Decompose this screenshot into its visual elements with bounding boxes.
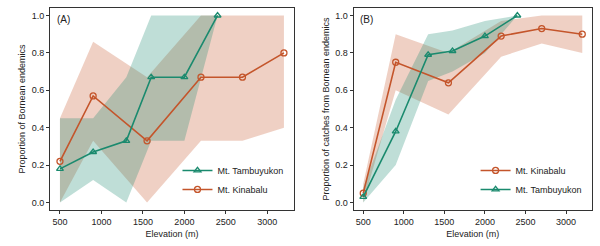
svg-text:Mt. Kinabalu: Mt. Kinabalu xyxy=(217,185,267,195)
svg-text:1500: 1500 xyxy=(133,217,153,227)
svg-text:0.8: 0.8 xyxy=(335,48,348,58)
svg-text:0.2: 0.2 xyxy=(335,160,348,170)
svg-text:Mt. Kinabalu: Mt. Kinabalu xyxy=(516,166,566,176)
svg-text:Mt. Tambuyukon: Mt. Tambuyukon xyxy=(516,185,582,195)
svg-text:0.6: 0.6 xyxy=(335,85,348,95)
svg-text:500: 500 xyxy=(356,217,371,227)
svg-text:500: 500 xyxy=(52,217,67,227)
svg-text:3000: 3000 xyxy=(556,217,576,227)
svg-text:0.8: 0.8 xyxy=(32,48,45,58)
svg-text:Elevation (m): Elevation (m) xyxy=(145,229,198,239)
svg-text:(B): (B) xyxy=(360,14,373,25)
svg-text:2500: 2500 xyxy=(216,217,236,227)
svg-text:0.2: 0.2 xyxy=(32,160,45,170)
svg-text:2500: 2500 xyxy=(515,217,535,227)
svg-text:Proportion of Bornean endemics: Proportion of Bornean endemics xyxy=(17,44,27,174)
svg-text:0.4: 0.4 xyxy=(32,123,45,133)
svg-text:1.0: 1.0 xyxy=(335,11,348,21)
svg-text:Elevation (m): Elevation (m) xyxy=(446,229,499,239)
svg-text:0.0: 0.0 xyxy=(335,198,348,208)
svg-text:Mt. Tambuyukon: Mt. Tambuyukon xyxy=(217,166,283,176)
svg-text:0.6: 0.6 xyxy=(32,85,45,95)
svg-text:Proportion of catches from Bor: Proportion of catches from Bornean endem… xyxy=(321,17,331,201)
svg-text:2000: 2000 xyxy=(174,217,194,227)
svg-text:0.0: 0.0 xyxy=(32,198,45,208)
svg-text:1000: 1000 xyxy=(91,217,111,227)
svg-text:(A): (A) xyxy=(57,14,70,25)
svg-text:3000: 3000 xyxy=(257,217,277,227)
svg-text:1.0: 1.0 xyxy=(32,11,45,21)
svg-text:1500: 1500 xyxy=(434,217,454,227)
svg-text:2000: 2000 xyxy=(475,217,495,227)
svg-text:1000: 1000 xyxy=(394,217,414,227)
svg-text:0.4: 0.4 xyxy=(335,123,348,133)
